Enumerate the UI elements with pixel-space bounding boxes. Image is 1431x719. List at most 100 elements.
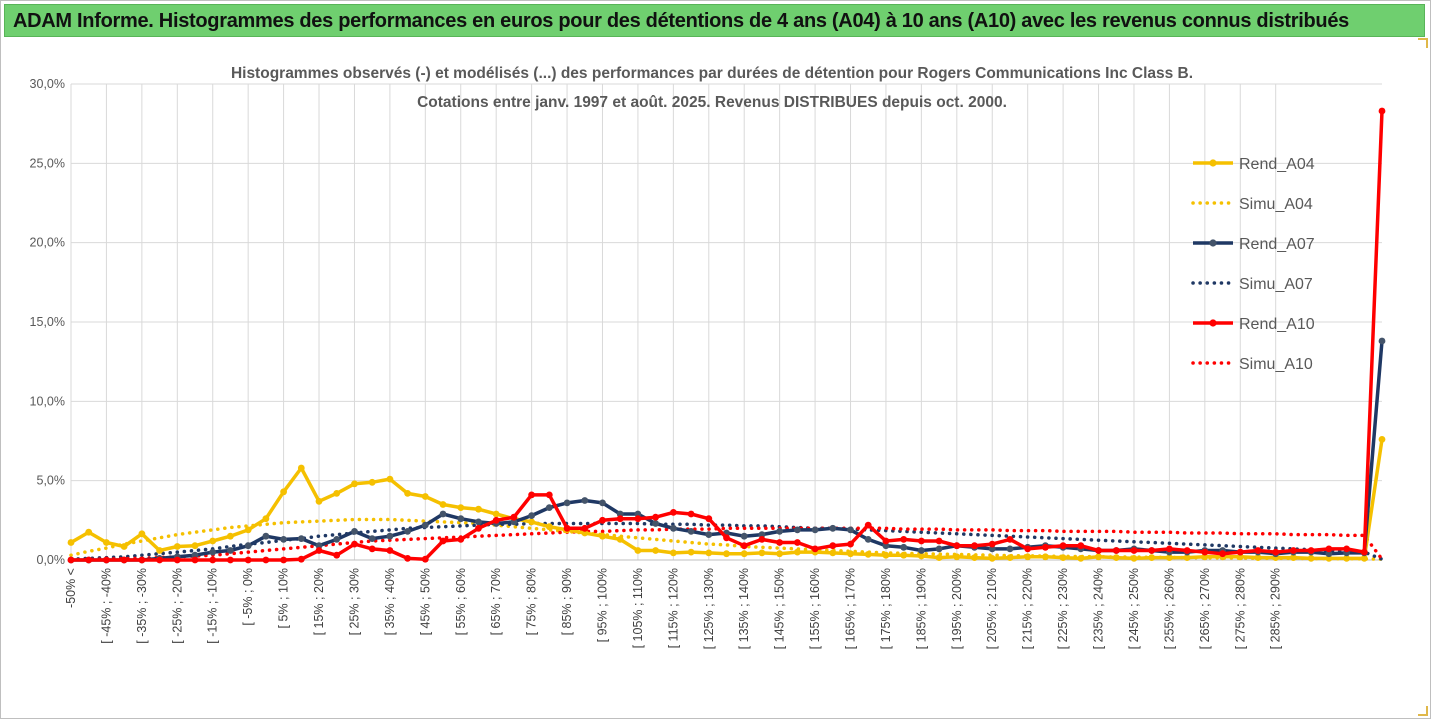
data-point-Rend_A10 (652, 513, 659, 521)
legend-marker (1209, 159, 1217, 167)
data-point-Rend_A04 (1378, 436, 1386, 443)
data-point-Rend_A04 (1254, 554, 1262, 561)
data-point-Rend_A10 (103, 556, 110, 564)
data-point-Rend_A10 (85, 556, 93, 564)
data-point-Rend_A04 (829, 549, 837, 557)
data-point-Rend_A04 (634, 547, 642, 554)
data-point-Rend_A04 (1360, 555, 1368, 562)
data-point-Rend_A04 (1166, 554, 1173, 561)
x-tick-label: [ 125% ; 130% (702, 568, 716, 649)
x-tick-label: [ 75% ; 80% (525, 568, 539, 635)
legend: Rend_A04 Simu_A04 Rend_A07 Simu_A07 Rend_A10… (1191, 156, 1315, 373)
data-point-Rend_A04 (935, 554, 943, 561)
y-tick-label: 25,0% (30, 156, 65, 170)
series-Rend_A07 (67, 337, 1386, 564)
data-point-Rend_A10 (1307, 547, 1315, 554)
data-point-Rend_A10 (687, 510, 695, 518)
data-point-Rend_A04 (971, 554, 978, 561)
data-point-Rend_A10 (864, 521, 872, 529)
data-point-Rend_A07 (811, 526, 819, 534)
legend-item-Simu_A10: Simu_A10 (1191, 356, 1313, 373)
data-point-Rend_A04 (723, 550, 730, 558)
data-point-Rend_A10 (351, 540, 358, 548)
data-point-Rend_A07 (599, 499, 606, 507)
legend-marker (1209, 319, 1217, 327)
x-tick-label: [ 245% ; 250% (1127, 568, 1141, 649)
data-point-Rend_A10 (457, 536, 465, 543)
data-point-Rend_A10 (368, 545, 376, 553)
data-point-Rend_A10 (1112, 547, 1120, 554)
data-point-Rend_A07 (563, 499, 571, 507)
data-point-Rend_A07 (634, 510, 642, 518)
report-title: ADAM Informe. Histogrammes des performan… (13, 10, 1349, 32)
data-point-Rend_A04 (918, 552, 925, 560)
data-point-Rend_A10 (209, 556, 217, 564)
grid (70, 83, 1382, 561)
data-point-Rend_A10 (900, 536, 908, 543)
data-point-Rend_A10 (1325, 545, 1333, 553)
data-point-Rend_A10 (758, 536, 766, 543)
data-point-Rend_A04 (262, 515, 270, 523)
legend-item-Rend_A04: Rend_A04 (1193, 156, 1315, 173)
data-point-Rend_A10 (599, 516, 606, 524)
data-point-Rend_A07 (209, 548, 217, 556)
data-point-Rend_A10 (1024, 545, 1032, 553)
data-point-Rend_A04 (209, 537, 217, 545)
data-point-Rend_A10 (1272, 548, 1280, 556)
data-point-Rend_A04 (67, 539, 75, 546)
data-point-Rend_A10 (297, 555, 305, 563)
data-point-Rend_A10 (439, 537, 447, 545)
y-tick-label: 5,0% (37, 474, 66, 488)
data-point-Rend_A10 (262, 556, 270, 564)
data-point-Rend_A07 (457, 515, 465, 523)
data-point-Rend_A07 (900, 543, 908, 551)
data-point-Rend_A07 (297, 535, 305, 542)
data-point-Rend_A04 (1183, 554, 1191, 561)
resize-handle-bottom-right[interactable] (1418, 706, 1428, 716)
chart-title-line-1: Histogrammes observés (-) et modélisés (… (231, 65, 1193, 82)
legend-label: Rend_A07 (1239, 236, 1315, 253)
x-tick-label: [ 265% ; 270% (1198, 568, 1212, 649)
x-tick-label: [ 85% ; 90% (560, 568, 574, 635)
y-tick-label: 10,0% (30, 394, 65, 408)
data-point-Rend_A10 (811, 545, 819, 553)
data-point-Rend_A10 (1059, 542, 1067, 550)
data-point-Rend_A10 (953, 542, 961, 550)
series-Rend_A10 (67, 107, 1386, 564)
data-point-Rend_A07 (652, 520, 659, 527)
data-point-Rend_A04 (758, 549, 766, 557)
report-header: ADAM Informe. Histogrammes des performan… (4, 4, 1425, 37)
data-point-Rend_A07 (351, 528, 358, 535)
x-tick-label: [ 155% ; 160% (808, 568, 822, 649)
data-point-Rend_A04 (1307, 555, 1315, 562)
data-point-Rend_A10 (616, 515, 624, 523)
resize-handle-top-right[interactable] (1418, 38, 1428, 48)
data-point-Rend_A10 (510, 513, 518, 521)
x-tick-label: [ 25% ; 30% (347, 568, 361, 635)
data-point-Rend_A10 (1290, 547, 1297, 554)
data-point-Rend_A04 (740, 550, 748, 558)
data-point-Rend_A04 (705, 549, 713, 557)
data-point-Rend_A04 (1343, 555, 1350, 562)
data-point-Rend_A04 (492, 510, 500, 518)
data-point-Rend_A04 (439, 501, 447, 508)
y-axis: 0,0% 5,0% 10,0% 15,0% 20,0% 25,0% 30,0% (30, 77, 65, 567)
data-point-Rend_A04 (173, 543, 181, 550)
data-point-Rend_A07 (776, 528, 783, 535)
data-point-Rend_A10 (67, 556, 75, 564)
data-point-Rend_A04 (457, 504, 465, 511)
data-point-Rend_A07 (794, 526, 801, 534)
x-tick-label: [ 255% ; 260% (1162, 568, 1176, 649)
x-axis: -50% < [ -45% ; -40% [ -35% ; -30% [ -25% ;… (64, 559, 1382, 649)
chart-title-line-2: Cotations entre janv. 1997 et août. 2025… (417, 94, 1007, 111)
data-point-Rend_A10 (280, 556, 287, 564)
data-point-Rend_A04 (988, 555, 996, 562)
data-point-Rend_A10 (120, 556, 128, 564)
data-point-Rend_A10 (191, 556, 199, 564)
x-tick-label: [ 45% ; 50% (418, 568, 432, 635)
data-point-Rend_A10 (882, 537, 890, 545)
x-tick-label: [ -35% ; -30% (135, 568, 149, 644)
legend-label: Rend_A10 (1239, 316, 1315, 333)
data-point-Rend_A04 (616, 536, 624, 543)
data-point-Rend_A04 (404, 490, 411, 497)
